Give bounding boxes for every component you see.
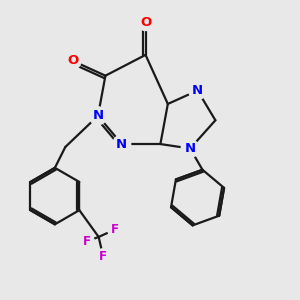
Text: N: N <box>192 84 203 97</box>
Circle shape <box>108 222 122 237</box>
Text: N: N <box>92 109 104 122</box>
Circle shape <box>79 234 94 249</box>
Circle shape <box>113 135 131 153</box>
Circle shape <box>181 140 199 158</box>
Circle shape <box>64 52 81 69</box>
Circle shape <box>189 82 206 100</box>
Circle shape <box>89 107 107 125</box>
Text: N: N <box>184 142 196 155</box>
Text: N: N <box>116 138 127 151</box>
Text: F: F <box>83 235 91 248</box>
Text: F: F <box>99 250 107 263</box>
Text: O: O <box>67 54 78 67</box>
Circle shape <box>137 14 154 31</box>
Text: F: F <box>111 223 119 236</box>
Text: O: O <box>140 16 151 29</box>
Circle shape <box>96 249 111 264</box>
